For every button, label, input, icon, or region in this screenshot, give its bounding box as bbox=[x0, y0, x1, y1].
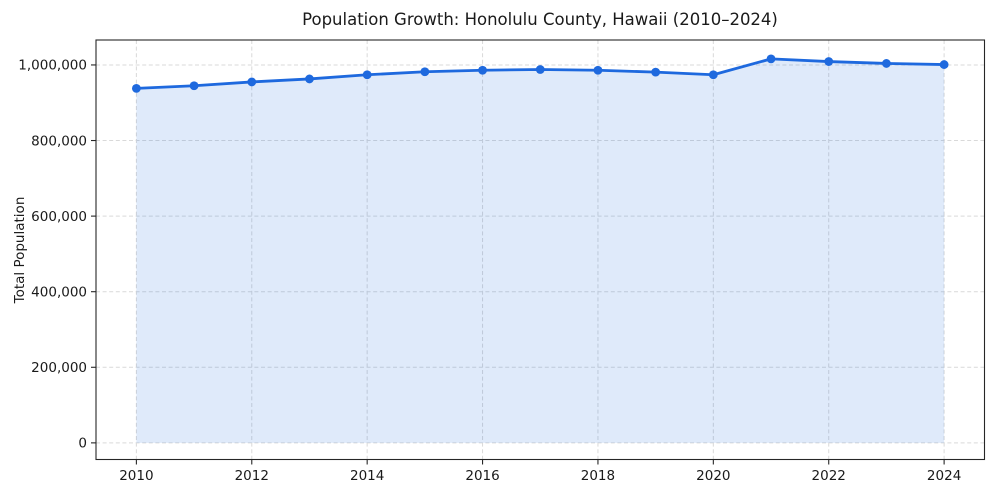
area-fill bbox=[136, 58, 945, 443]
y-tick-label: 800,000 bbox=[31, 133, 87, 149]
data-point-2020 bbox=[708, 70, 718, 80]
chart-title: Population Growth: Honolulu County, Hawa… bbox=[302, 10, 778, 29]
y-tick-label: 200,000 bbox=[31, 360, 87, 376]
data-point-2010 bbox=[131, 83, 141, 93]
x-tick-label: 2022 bbox=[812, 468, 846, 484]
data-point-2024 bbox=[939, 60, 949, 69]
data-point-2017 bbox=[535, 65, 545, 74]
axes-layer: 0 200,000 400,000 600,000 800,000 1,000,000 20… bbox=[18, 58, 961, 484]
data-point-2021 bbox=[766, 54, 776, 64]
data-point-2023 bbox=[882, 59, 891, 68]
y-axis-label: Total Population bbox=[12, 197, 28, 305]
x-tick-label: 2018 bbox=[581, 468, 615, 484]
y-tick-label: 600,000 bbox=[31, 209, 87, 225]
y-tick-label: 1,000,000 bbox=[18, 58, 87, 74]
series-layer bbox=[131, 54, 949, 443]
data-point-2015 bbox=[420, 67, 430, 77]
data-point-2019 bbox=[651, 67, 661, 77]
x-tick-label: 2024 bbox=[927, 468, 961, 484]
data-point-2013 bbox=[305, 74, 314, 84]
data-point-2014 bbox=[362, 70, 372, 80]
y-tick-label: 400,000 bbox=[31, 285, 87, 301]
x-tick-label: 2012 bbox=[235, 468, 269, 484]
x-tick-label: 2010 bbox=[119, 468, 153, 484]
data-point-2018 bbox=[593, 65, 603, 75]
x-tick-label: 2016 bbox=[465, 468, 499, 484]
data-point-2012 bbox=[247, 77, 257, 87]
data-point-2016 bbox=[478, 65, 487, 75]
data-point-2011 bbox=[189, 81, 199, 91]
data-point-2022 bbox=[824, 57, 834, 66]
y-tick-label: 0 bbox=[78, 436, 87, 452]
x-tick-label: 2014 bbox=[350, 468, 384, 484]
grid-layer bbox=[96, 40, 985, 460]
plot-border bbox=[95, 39, 986, 461]
x-tick-label: 2020 bbox=[696, 468, 730, 484]
